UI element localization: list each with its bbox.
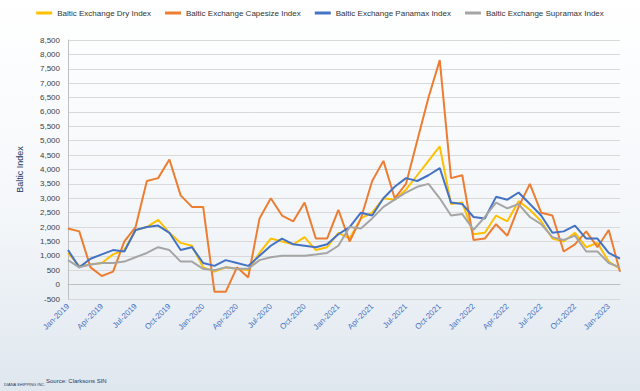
svg-text:7,500: 7,500 xyxy=(40,64,61,73)
svg-text:Baltic Exchange Capesize Index: Baltic Exchange Capesize Index xyxy=(186,9,301,18)
svg-text:0: 0 xyxy=(56,280,61,289)
svg-text:5,500: 5,500 xyxy=(40,122,61,131)
svg-text:Oct-2020: Oct-2020 xyxy=(278,301,308,331)
svg-text:3,500: 3,500 xyxy=(40,179,61,188)
svg-text:Baltic Exchange Supramax Index: Baltic Exchange Supramax Index xyxy=(486,9,604,18)
svg-text:8,000: 8,000 xyxy=(40,50,61,59)
svg-text:1,000: 1,000 xyxy=(40,251,61,260)
svg-text:DIANA SHIPPING INC.: DIANA SHIPPING INC. xyxy=(4,382,45,387)
svg-text:2,000: 2,000 xyxy=(40,223,61,232)
svg-text:5,000: 5,000 xyxy=(40,136,61,145)
svg-text:2,500: 2,500 xyxy=(40,208,61,217)
svg-text:Jan-2021: Jan-2021 xyxy=(312,301,342,331)
svg-text:Jul-2020: Jul-2020 xyxy=(246,301,274,329)
svg-text:Apr-2021: Apr-2021 xyxy=(346,301,376,331)
svg-text:6,000: 6,000 xyxy=(40,107,61,116)
svg-text:4,500: 4,500 xyxy=(40,151,61,160)
svg-text:Jul-2019: Jul-2019 xyxy=(111,301,139,329)
svg-text:7,000: 7,000 xyxy=(40,79,61,88)
svg-text:4,000: 4,000 xyxy=(40,165,61,174)
svg-text:500: 500 xyxy=(47,266,61,275)
svg-text:Baltic Exchange Panamax Index: Baltic Exchange Panamax Index xyxy=(336,9,451,18)
svg-text:Apr-2020: Apr-2020 xyxy=(211,301,241,331)
svg-text:1,500: 1,500 xyxy=(40,237,61,246)
svg-text:Jan-2019: Jan-2019 xyxy=(41,301,71,331)
svg-text:Apr-2022: Apr-2022 xyxy=(481,301,511,331)
svg-text:Jul-2022: Jul-2022 xyxy=(516,301,544,329)
svg-text:Baltic Exchange Dry Index: Baltic Exchange Dry Index xyxy=(57,9,151,18)
svg-text:-500: -500 xyxy=(44,295,61,304)
svg-text:Jan-2023: Jan-2023 xyxy=(582,301,612,331)
svg-text:Jan-2020: Jan-2020 xyxy=(176,301,206,331)
svg-text:6,500: 6,500 xyxy=(40,93,61,102)
svg-text:Source: Clarksons SIN: Source: Clarksons SIN xyxy=(46,378,107,384)
svg-text:Jan-2022: Jan-2022 xyxy=(447,301,477,331)
svg-text:Jul-2021: Jul-2021 xyxy=(381,301,409,329)
svg-text:Apr-2019: Apr-2019 xyxy=(75,301,105,331)
svg-text:8,500: 8,500 xyxy=(40,36,61,45)
svg-text:Oct-2021: Oct-2021 xyxy=(413,301,443,331)
svg-text:Oct-2019: Oct-2019 xyxy=(143,301,173,331)
svg-text:Baltic Index: Baltic Index xyxy=(15,146,25,193)
svg-text:Oct-2022: Oct-2022 xyxy=(549,301,579,331)
svg-text:3,000: 3,000 xyxy=(40,194,61,203)
